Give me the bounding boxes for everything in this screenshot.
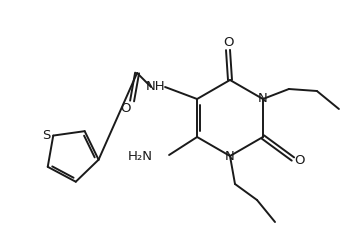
Text: H₂N: H₂N bbox=[128, 151, 153, 164]
Text: N: N bbox=[225, 149, 235, 163]
Text: NH: NH bbox=[145, 80, 165, 93]
Text: S: S bbox=[42, 129, 50, 142]
Text: O: O bbox=[223, 35, 233, 49]
Text: N: N bbox=[258, 93, 268, 105]
Text: O: O bbox=[120, 101, 130, 114]
Text: O: O bbox=[295, 155, 305, 168]
